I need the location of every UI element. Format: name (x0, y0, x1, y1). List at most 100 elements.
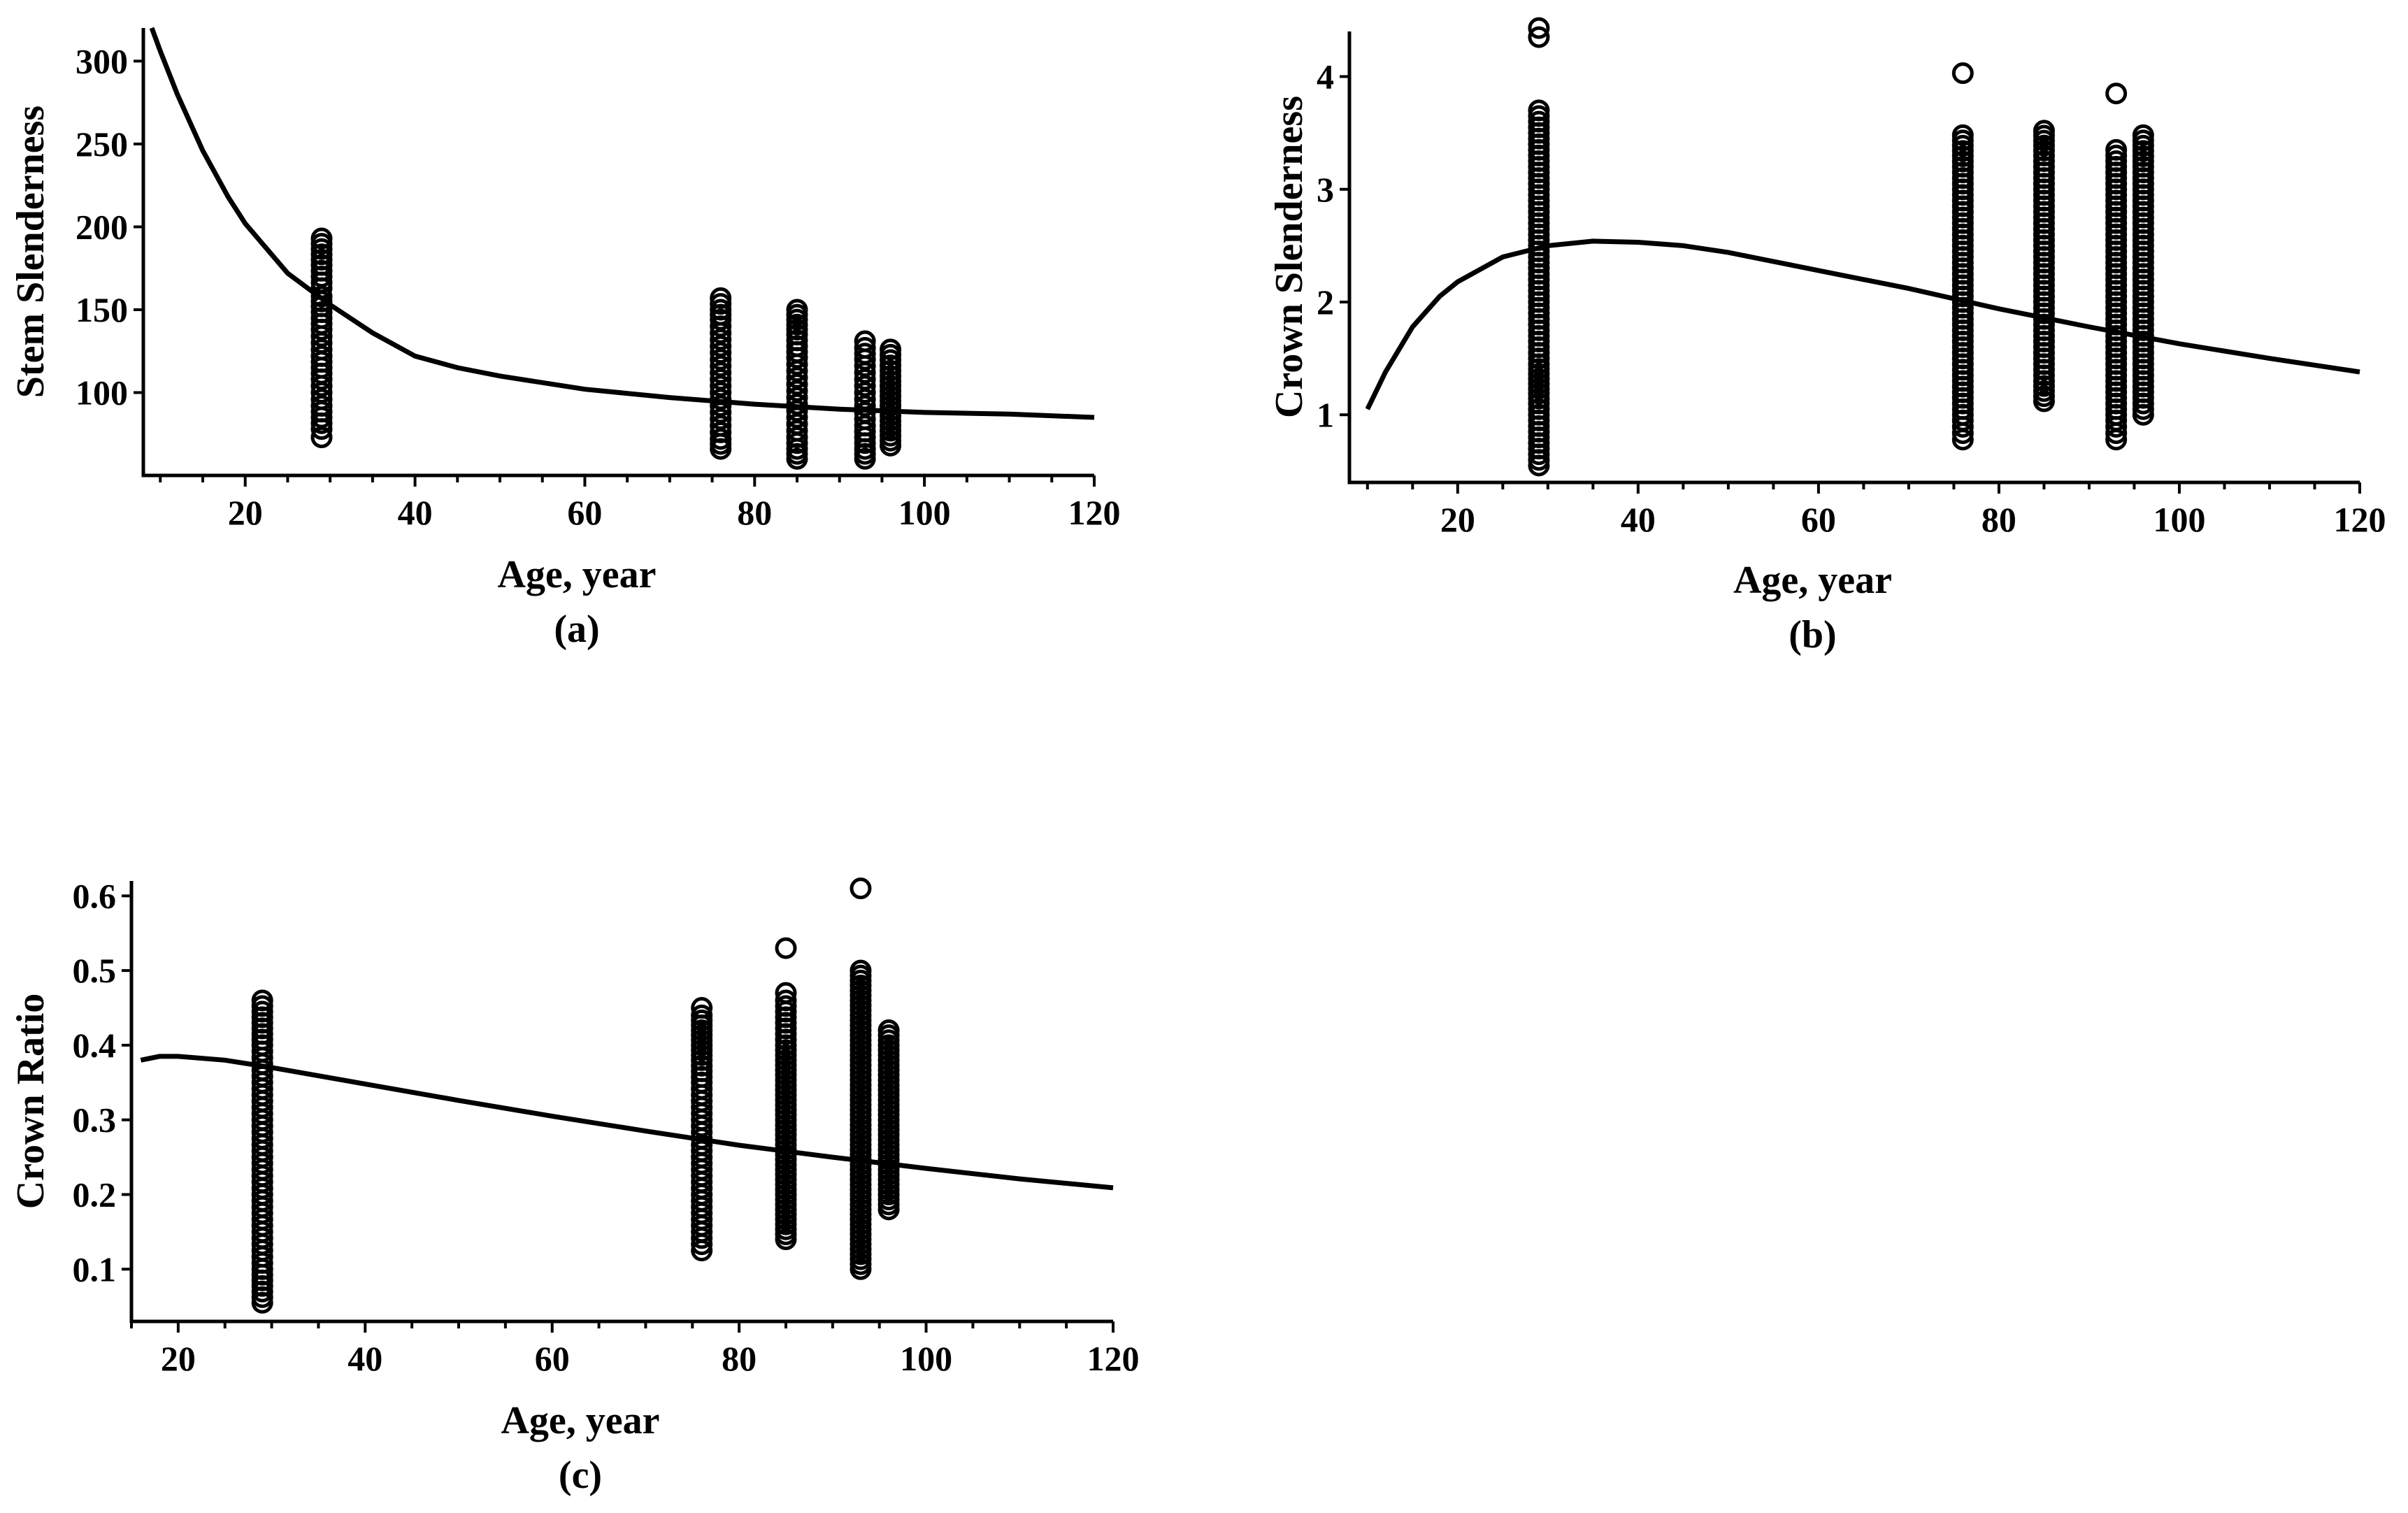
panel-c-y-tick-label: 0.2 (73, 1175, 117, 1214)
panel-c-data-point (775, 1203, 797, 1226)
panel-a-data-point (854, 420, 876, 443)
panel-b-x-tick-label: 20 (1440, 500, 1475, 539)
panel-a-x-tick-label: 100 (898, 493, 951, 532)
panel-b-data-point (2105, 144, 2128, 166)
panel-b-x-tick-label: 120 (2334, 500, 2386, 539)
panel-c-data-point (877, 1024, 900, 1047)
panel-b-y-axis-title: Crown Slenderness (1268, 96, 1311, 418)
panel-b-fitted-curve (1365, 238, 2360, 410)
panel-c-data-point (877, 1069, 900, 1091)
panel-c-data-point (775, 937, 797, 959)
panel-a-data-point (786, 366, 808, 389)
panel-a-data-point (710, 408, 732, 430)
panel-c-data-point (850, 1114, 872, 1136)
panel-a-data-point (710, 315, 732, 338)
panel-c-data-point (251, 995, 273, 1017)
panel-b-axis-lines (1347, 31, 2360, 485)
panel-c-data-point (775, 1039, 797, 1061)
panel-b-y-tick-label: 4 (1317, 57, 1334, 96)
panel-c-y-tick-label: 0.1 (73, 1249, 117, 1289)
panel-c-x-tick-label: 40 (347, 1339, 382, 1378)
panel-c-data-point (775, 1173, 797, 1196)
panel-c-x-tick-label: 20 (161, 1339, 196, 1378)
panel-b-x-axis-title: Age, year (1733, 559, 1892, 602)
panel-c-data-point (850, 1069, 872, 1091)
panel-b-data-point (1528, 358, 1550, 380)
panel-b-data-point (1528, 409, 1550, 431)
panel-c-data-point (877, 1098, 900, 1121)
panel-c-data-point (850, 1144, 872, 1166)
panel-a-data-point (310, 325, 333, 347)
panel-c-data-point (850, 1084, 872, 1106)
panel-a-data-point (854, 443, 876, 465)
panel-c-data-point (850, 1218, 872, 1240)
panel-c-data-point (850, 994, 872, 1017)
panel-a-data-point (310, 271, 333, 294)
panel-c-data-point (877, 1189, 900, 1211)
panel-c-data-point (775, 1114, 797, 1136)
panel-a-data-point (786, 329, 808, 352)
panel-a-data-point (310, 301, 333, 324)
panel-c-x-tick-label: 120 (1087, 1339, 1140, 1378)
panel-a-y-tick-label: 250 (76, 124, 128, 164)
panel-a-data-point (880, 370, 902, 392)
panel-a-data-point (786, 406, 808, 429)
panel-c-axis-lines (129, 881, 1113, 1324)
panel-c-y-axis-title: Crown Ratio (9, 994, 52, 1210)
panel-a-data-point (710, 355, 732, 378)
panel-c-data-point (775, 1144, 797, 1166)
panel-a-axis-lines (141, 28, 1094, 478)
panel-c-data-point (775, 1069, 797, 1091)
panel-b-x-tick-label: 60 (1801, 500, 1836, 539)
panel-c-data-point (850, 1203, 872, 1226)
panel-a-data-point (310, 259, 333, 282)
panel-c-data-point (850, 1128, 872, 1151)
panel-c-y-tick-label: 0.5 (73, 951, 117, 990)
panel-a-x-tick-label: 40 (398, 493, 433, 532)
panel-b-y-tick-label: 1 (1317, 395, 1334, 434)
panel-b-y-tick-label: 2 (1317, 282, 1334, 322)
panel-c-data-point (877, 1173, 900, 1196)
panel-a-data-point (854, 381, 876, 403)
panel-a-data-point (880, 343, 902, 366)
panel-c-data-point (775, 1054, 797, 1076)
panel-c-data-point (850, 1039, 872, 1061)
panel-c-data-point (850, 1159, 872, 1181)
panel-a-data-point (710, 293, 732, 315)
panel-a-data-point (854, 343, 876, 365)
panel-c-data-point (775, 995, 797, 1017)
panel-a-data-point (310, 388, 333, 410)
panel-a-data-point (310, 401, 333, 423)
panel-b-data-point (1528, 398, 1550, 420)
panel-a-data-point (310, 362, 333, 385)
panel-a-data-point (710, 394, 732, 417)
panel-c-data-point (850, 1173, 872, 1196)
panel-c-data-point (850, 1009, 872, 1031)
panel-b-y-tick-label: 3 (1317, 170, 1334, 209)
panel-a-data-point (786, 353, 808, 375)
panel-c-data-point (775, 1128, 797, 1151)
panel-a-x-tick-label: 80 (737, 493, 772, 532)
panel-c-fitted-curve (140, 1054, 1114, 1191)
panel-b-data-point (1951, 62, 1974, 85)
panel-a-data-point (710, 421, 732, 443)
panel-c-data-point (877, 1114, 900, 1136)
panel-a-data-point (310, 412, 333, 434)
panel-b-data-point (2105, 83, 2128, 105)
panel-c-data-point (850, 964, 872, 987)
panel-c-data-point (850, 1098, 872, 1121)
panel-b-x-tick-label: 100 (2153, 500, 2205, 539)
panel-a-data-point (310, 351, 333, 373)
panel-c-data-point (850, 1233, 872, 1256)
panel-a-data-point (854, 394, 876, 417)
panel-a-x-tick-label: 20 (228, 493, 263, 532)
panel-b-ticks: 20 40 60 80 100 120 1 2 3 4 (1317, 57, 2386, 540)
panel-a-fitted-curve (149, 27, 1095, 420)
panel-b-data-point (2033, 124, 2055, 147)
panel-a-data-point (786, 393, 808, 415)
panel-b-data-point (1528, 105, 1550, 127)
panel-c-data-point (850, 1024, 872, 1047)
panel-a-data-point (786, 420, 808, 442)
panel-c-data-point (775, 1159, 797, 1181)
